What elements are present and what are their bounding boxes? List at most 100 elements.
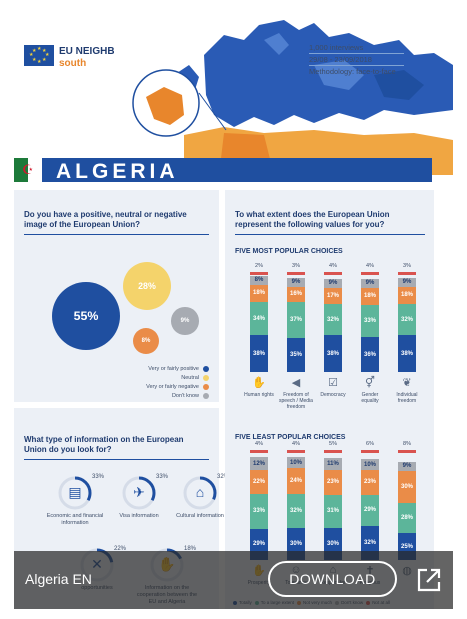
top-percent: 6% — [366, 441, 374, 447]
bar-segment: 16% — [287, 286, 305, 303]
legend-label: Very or fairly positive — [148, 366, 199, 372]
divider — [24, 459, 209, 460]
least-popular-title: FIVE LEAST POPULAR CHOICES — [235, 434, 346, 441]
bar-segment: 9% — [398, 461, 416, 472]
legend-swatch — [203, 366, 209, 372]
document-name: Algeria EN — [25, 571, 92, 587]
legend-swatch — [203, 384, 209, 390]
top-percent: 2% — [255, 263, 263, 269]
value-label: Individual freedom — [396, 392, 418, 404]
top-percent: 4% — [255, 441, 263, 447]
bar-segment: 36% — [361, 337, 379, 372]
bar-segment: 30% — [398, 471, 416, 504]
info-ring: ✈ 33% — [122, 474, 168, 510]
country-banner: ☪ ALGERIA — [14, 158, 432, 183]
bar-segment-not-at-all — [361, 272, 379, 275]
divider — [309, 65, 404, 66]
info-question: What type of information on the European… — [24, 435, 184, 454]
value-label: Gender equality — [361, 392, 379, 404]
top-percent: 4% — [329, 263, 337, 269]
info-percent: 22% — [114, 546, 127, 552]
image-bubble: 9% — [171, 307, 199, 335]
top-percent: 3% — [403, 263, 411, 269]
bar-segment: 37% — [287, 302, 305, 339]
bar-segment: 18% — [398, 286, 416, 305]
bar-segment: 34% — [250, 302, 268, 336]
bar-segment-not-at-all — [287, 272, 305, 275]
most-popular-title: FIVE MOST POPULAR CHOICES — [235, 248, 343, 255]
download-button[interactable]: DOWNLOAD — [268, 561, 397, 597]
image-of-eu-panel: Do you have a positive, neutral or negat… — [14, 190, 219, 402]
top-percent: 4% — [366, 263, 374, 269]
bar-segment: 18% — [361, 287, 379, 306]
bar-segment: 33% — [250, 493, 268, 529]
info-item: ▤ 33% Economic and financial information — [44, 474, 106, 527]
info-percent: 18% — [184, 546, 197, 552]
museum-icon: ⌂ — [195, 484, 205, 500]
eu-values-panel: To what extent does the European Union r… — [225, 190, 434, 609]
document-preview: ★ ★ ★ ★ ★ ★ ★ ★ EU NEIGHBOURS south 1,000 in… — [14, 15, 453, 609]
open-external-icon[interactable] — [414, 565, 444, 595]
image-bubble: 8% — [132, 327, 159, 354]
legend-swatch — [203, 375, 209, 381]
bar-segment-not-at-all — [361, 450, 379, 453]
bar-segment: 23% — [324, 470, 342, 495]
eu-flag-icon: ★ ★ ★ ★ ★ ★ ★ ★ — [24, 45, 54, 66]
bar-segment: 38% — [250, 335, 268, 372]
bar-segment-not-at-all — [250, 450, 268, 453]
algeria-flag-icon: ☪ — [14, 158, 42, 182]
divider — [235, 234, 425, 235]
bar-segment: 32% — [324, 304, 342, 336]
values-question: To what extent does the European Union r… — [235, 210, 390, 229]
bar-segment: 9% — [398, 277, 416, 287]
survey-dates: 29/08 - 23/09/2018 — [309, 55, 372, 64]
bar-segment-not-at-all — [398, 272, 416, 275]
bar-segment: 33% — [361, 305, 379, 338]
info-percent: 33% — [92, 474, 105, 480]
bar-segment: 9% — [361, 278, 379, 288]
brand-subtitle: south — [59, 58, 87, 69]
info-label: Economic and financial information — [46, 513, 104, 526]
image-legend-item: Very or fairly negative — [146, 384, 209, 390]
money-icon: ▤ — [68, 484, 82, 500]
info-percent: 33% — [156, 474, 169, 480]
image-legend-item: Very or fairly positive — [148, 366, 209, 372]
legend-label: Very or fairly negative — [146, 384, 199, 390]
image-bubble: 55% — [51, 281, 121, 351]
bar-segment: 38% — [324, 335, 342, 372]
bar-segment: 29% — [361, 494, 379, 526]
value-label: Freedom of speech / Media freedom — [279, 392, 313, 410]
document-action-bar: Algeria EN DOWNLOAD — [14, 551, 453, 609]
plane-icon: ✈ — [133, 484, 145, 500]
bar-segment-not-at-all — [324, 272, 342, 275]
bar-segment: 23% — [361, 470, 379, 495]
bar-segment-not-at-all — [250, 272, 268, 275]
country-title: ALGERIA — [56, 160, 179, 183]
image-bubble: 28% — [122, 261, 172, 311]
bar-segment: 32% — [398, 304, 416, 336]
legend-label: Neutral — [181, 375, 199, 381]
divider — [309, 53, 404, 54]
europe-map — [114, 15, 453, 175]
bar-segment: 12% — [250, 457, 268, 471]
bar-segment: 9% — [324, 278, 342, 288]
bar-segment: 8% — [250, 275, 268, 285]
top-percent: 4% — [292, 441, 300, 447]
bar-segment: 11% — [324, 458, 342, 471]
bar-segment: 32% — [287, 493, 305, 528]
info-percent: 32% — [217, 474, 230, 480]
top-percent: 5% — [329, 441, 337, 447]
bar-segment: 9% — [287, 277, 305, 287]
bar-segment: 38% — [398, 335, 416, 372]
bar-segment-not-at-all — [324, 450, 342, 453]
image-legend-item: Neutral — [181, 375, 209, 381]
ballot-icon: ☑ — [328, 377, 338, 389]
legend-label: Don't know — [171, 393, 199, 399]
image-question: Do you have a positive, neutral or negat… — [24, 210, 187, 229]
image-legend-item: Don't know — [172, 393, 209, 399]
bar-segment: 22% — [250, 470, 268, 494]
brand-title: EU NEIGHBOURS — [59, 46, 144, 57]
info-label: Visa information — [119, 513, 159, 519]
megaphone-icon: ◀ — [291, 377, 301, 389]
bar-segment: 24% — [287, 467, 305, 494]
